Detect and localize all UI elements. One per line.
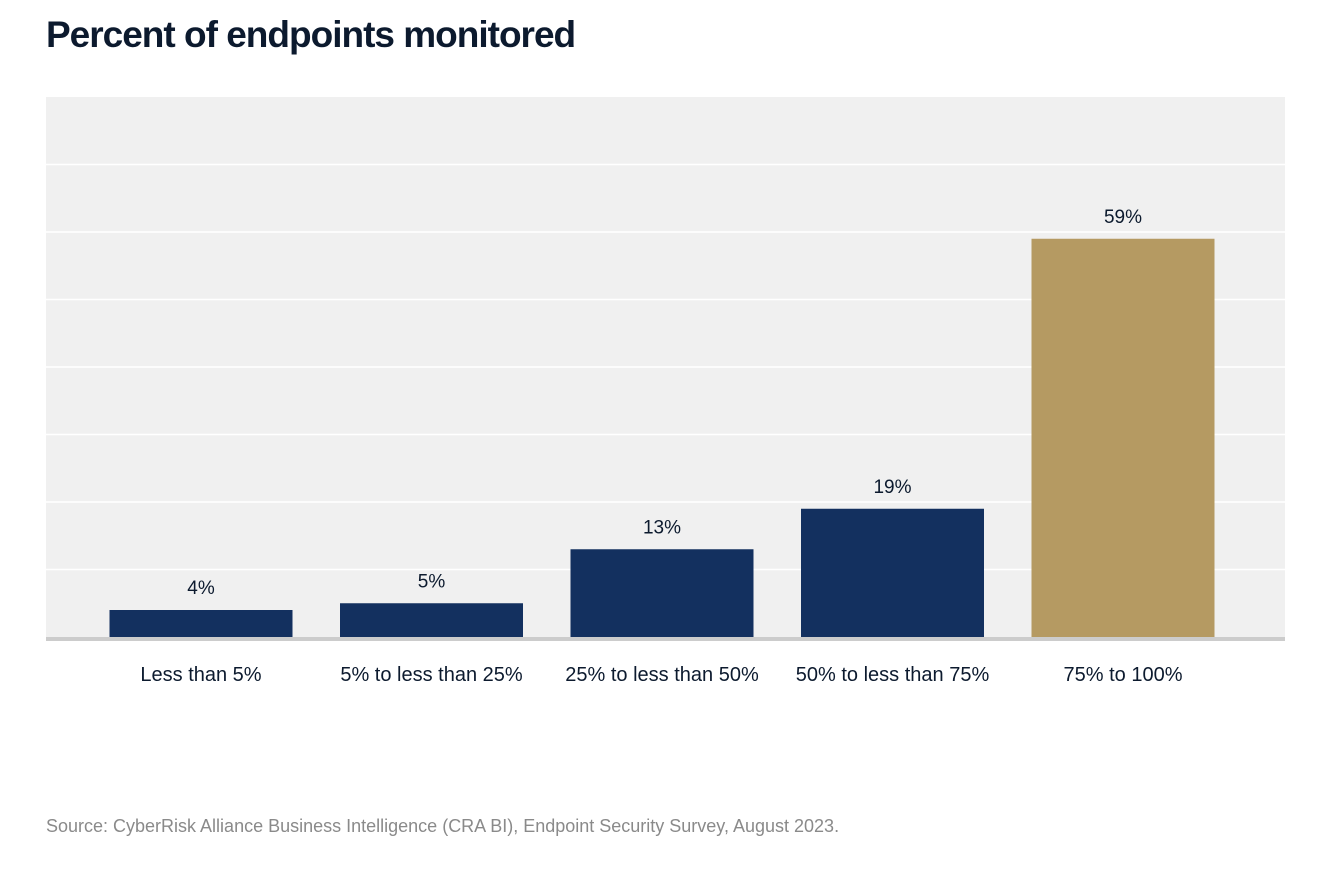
bar (340, 603, 523, 637)
x-tick-label: 5% to less than 25% (340, 664, 523, 686)
x-tick-label: 25% to less than 50% (565, 664, 759, 686)
bar (109, 610, 293, 637)
x-tick-label: Less than 5% (140, 664, 261, 686)
data-label: 5% (418, 571, 446, 592)
x-tick-label: 50% to less than 75% (796, 664, 990, 686)
bar (1031, 238, 1215, 637)
chart-title: Percent of endpoints monitored (46, 14, 576, 55)
x-tick-label: 75% to 100% (1064, 664, 1183, 686)
bars (109, 238, 1215, 637)
x-axis-baseline (46, 637, 1285, 641)
data-label: 19% (873, 477, 911, 498)
bar (570, 549, 754, 637)
data-labels: 4% 5% 13% 19% 59% (187, 207, 1142, 599)
data-label: 59% (1104, 207, 1142, 228)
x-tick-labels: Less than 5% 5% to less than 25% 25% to le… (140, 664, 1182, 686)
data-label: 13% (643, 517, 681, 538)
source-note: Source: CyberRisk Alliance Business Inte… (46, 816, 840, 836)
data-label: 4% (187, 578, 215, 599)
bar (801, 508, 984, 637)
